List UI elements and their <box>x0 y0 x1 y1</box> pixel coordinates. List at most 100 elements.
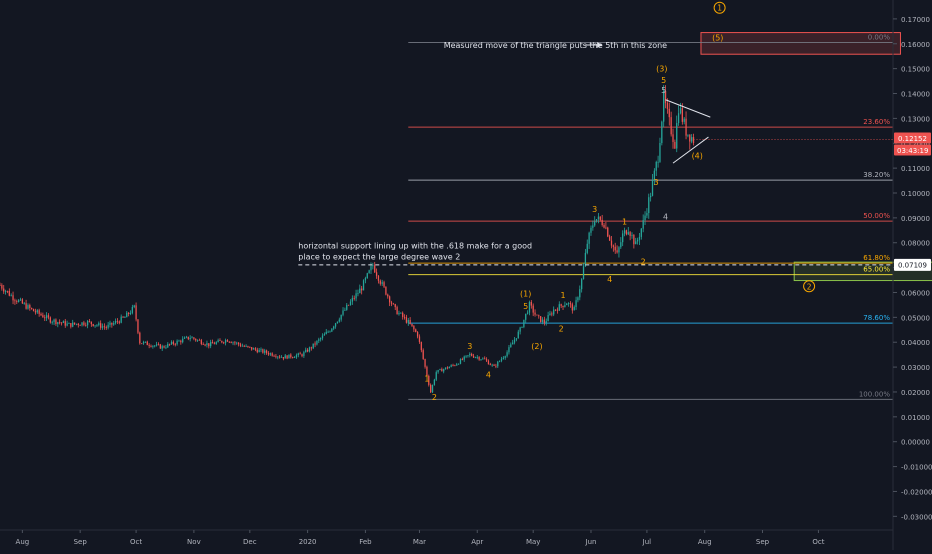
candle-body <box>424 358 426 367</box>
candle-body <box>416 331 419 337</box>
chart-annotation-text[interactable]: place to expect the large degree wave 2 <box>298 253 460 262</box>
candle-body <box>553 309 555 315</box>
wave-label[interactable]: (2) <box>531 342 542 351</box>
wave-label[interactable]: 4 <box>607 275 612 284</box>
candle-body <box>616 250 618 253</box>
candle-body <box>187 336 189 340</box>
candle-body <box>144 341 147 343</box>
candle-body <box>111 322 113 325</box>
candle-body <box>94 325 96 327</box>
wave-label[interactable]: 2 <box>432 393 437 402</box>
candle-body <box>320 338 322 340</box>
candle-body <box>536 314 538 316</box>
candle-body <box>614 246 616 251</box>
wave-label[interactable]: (4) <box>692 152 703 161</box>
candle-body <box>146 341 148 346</box>
candle-body <box>40 313 42 316</box>
candle-body <box>353 298 355 299</box>
wave-label[interactable]: (5) <box>712 34 723 43</box>
candle-body <box>510 344 512 348</box>
candle-body <box>6 290 9 292</box>
candle-body <box>489 364 491 366</box>
candle-body <box>474 357 477 358</box>
candle-body <box>387 294 389 297</box>
circled-wave-marker[interactable] <box>803 280 816 293</box>
candle-body <box>381 282 383 284</box>
wave-label[interactable]: 5 <box>523 302 528 311</box>
candle-body <box>539 316 542 323</box>
candle-body <box>42 315 44 318</box>
candle-body <box>107 324 109 328</box>
candle-body <box>34 311 37 313</box>
candle-body <box>465 355 467 357</box>
candle-body <box>66 323 68 326</box>
candle-body <box>189 337 191 340</box>
candle-body <box>55 319 57 325</box>
candle-body <box>288 354 290 359</box>
wave-label[interactable]: 3 <box>467 342 472 351</box>
wave-label[interactable]: 5 <box>661 76 666 85</box>
candle-body <box>538 315 540 317</box>
candle-body <box>127 312 130 315</box>
wave-label[interactable]: 4 <box>486 371 491 380</box>
candle-body <box>579 289 581 298</box>
time-axis[interactable]: Aug Sep Oct Nov Dec 2020 Feb Mar Apr May Jun Jul Aug… <box>16 530 825 546</box>
wave-label[interactable]: 3 <box>654 178 659 187</box>
wave-label[interactable]: 3 <box>592 205 597 214</box>
candle-body <box>347 304 350 306</box>
candle-body <box>47 315 50 318</box>
wave-label[interactable]: 2 <box>641 257 646 266</box>
triangle-upper-line[interactable] <box>665 99 711 118</box>
candle-body <box>590 227 592 233</box>
chart-annotation-text[interactable]: horizontal support lining up with the .6… <box>298 242 532 251</box>
candle-body <box>357 293 359 294</box>
wave-label[interactable]: (1) <box>520 290 531 299</box>
candle-body <box>19 299 22 301</box>
candle-body <box>599 216 601 220</box>
triangle-lower-line[interactable] <box>672 136 709 164</box>
wave-label[interactable]: 1 <box>560 291 565 300</box>
candle-body <box>567 303 570 304</box>
candle-body <box>560 304 562 306</box>
candle-body <box>517 331 519 339</box>
chart-annotation-text[interactable]: Measured move of the triangle puts the 5… <box>444 41 667 50</box>
price-tick-label: 0.02000 <box>901 389 930 397</box>
candle-body <box>577 297 579 301</box>
wave-label[interactable]: 4 <box>663 213 668 222</box>
wave-label[interactable]: 2 <box>559 325 564 334</box>
candle-body <box>191 337 193 339</box>
candle-body <box>663 90 665 122</box>
candle-body <box>303 352 305 357</box>
candle-body <box>267 353 270 355</box>
candle-body <box>685 118 687 136</box>
wave-label[interactable]: (3) <box>656 65 667 74</box>
wave-label[interactable]: 5 <box>661 86 666 95</box>
candle-body <box>86 321 89 326</box>
candle-body <box>241 345 244 347</box>
current-price-value: 0.12152 <box>898 135 927 143</box>
candle-body <box>4 290 7 292</box>
candle-body <box>323 334 326 336</box>
countdown-badge <box>894 144 931 156</box>
candle-body <box>159 344 161 349</box>
target-zone[interactable] <box>700 32 901 55</box>
candle-body <box>594 221 596 226</box>
candle-body <box>150 345 152 347</box>
wave-label[interactable]: 1 <box>622 218 627 227</box>
candle-body <box>372 265 374 267</box>
candle-body <box>638 236 641 240</box>
circled-wave-marker[interactable] <box>713 1 726 14</box>
candle-body <box>551 313 553 315</box>
wave-label[interactable]: 1 <box>424 374 429 383</box>
candle-body <box>482 358 484 360</box>
candle-body <box>495 365 497 367</box>
candle-body <box>338 319 340 322</box>
candle-body <box>349 301 352 306</box>
candle-body <box>646 213 648 216</box>
time-tick-label: Mar <box>413 538 426 546</box>
candle-body <box>178 340 180 342</box>
candle-body <box>198 339 201 341</box>
candle-body <box>448 366 450 369</box>
